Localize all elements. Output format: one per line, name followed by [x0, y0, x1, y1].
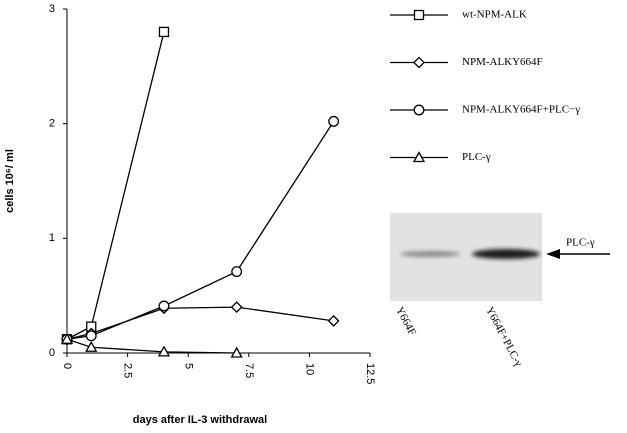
y-tick-label: 0	[49, 347, 55, 359]
blot-band-faint	[400, 251, 460, 257]
y-axis-label: cells 10⁶/ ml	[4, 149, 16, 213]
blot-arrowhead	[546, 249, 560, 259]
marker	[230, 346, 243, 358]
marker	[327, 314, 340, 327]
legend-label: PLC-γ	[462, 151, 491, 163]
legend-marker	[413, 9, 425, 21]
marker	[85, 340, 98, 352]
marker	[230, 301, 243, 314]
x-tick-label: 12.5	[364, 363, 376, 384]
marker	[157, 345, 171, 357]
y-tick-label: 2	[49, 118, 55, 130]
legend-label: NPM-ALKY664F+PLC−γ	[462, 104, 580, 116]
marker	[158, 300, 170, 312]
legend-label: NPM-ALKY664F	[462, 56, 543, 68]
marker	[60, 332, 74, 344]
x-tick-label: 2.5	[122, 363, 134, 378]
marker	[158, 26, 170, 38]
x-tick-label: 10	[303, 363, 315, 375]
marker	[85, 330, 97, 342]
series-line	[66, 306, 334, 340]
y-tick-label: 1	[49, 232, 55, 244]
x-tick-label: 5	[182, 363, 194, 369]
blot-lane-label: Y664F	[393, 305, 418, 338]
legend-marker	[412, 151, 426, 163]
x-tick-label: 7.5	[243, 363, 255, 378]
legend-label: wt-NPM-ALK	[462, 9, 527, 21]
series-line	[66, 338, 237, 354]
series-line	[66, 31, 165, 340]
legend-marker	[413, 56, 425, 69]
blot-band-strong	[472, 249, 540, 259]
x-axis-label: days after IL-3 withdrawal	[133, 414, 267, 426]
x-tick-label: 0	[61, 363, 73, 369]
series-line	[66, 121, 335, 340]
marker	[328, 115, 340, 127]
blot-lane-label: Y664F+PLC-γ	[483, 305, 524, 369]
blot-band-label: PLC-γ	[566, 237, 595, 249]
marker	[231, 266, 243, 278]
legend-marker	[413, 104, 425, 116]
y-tick-label: 3	[49, 3, 55, 15]
